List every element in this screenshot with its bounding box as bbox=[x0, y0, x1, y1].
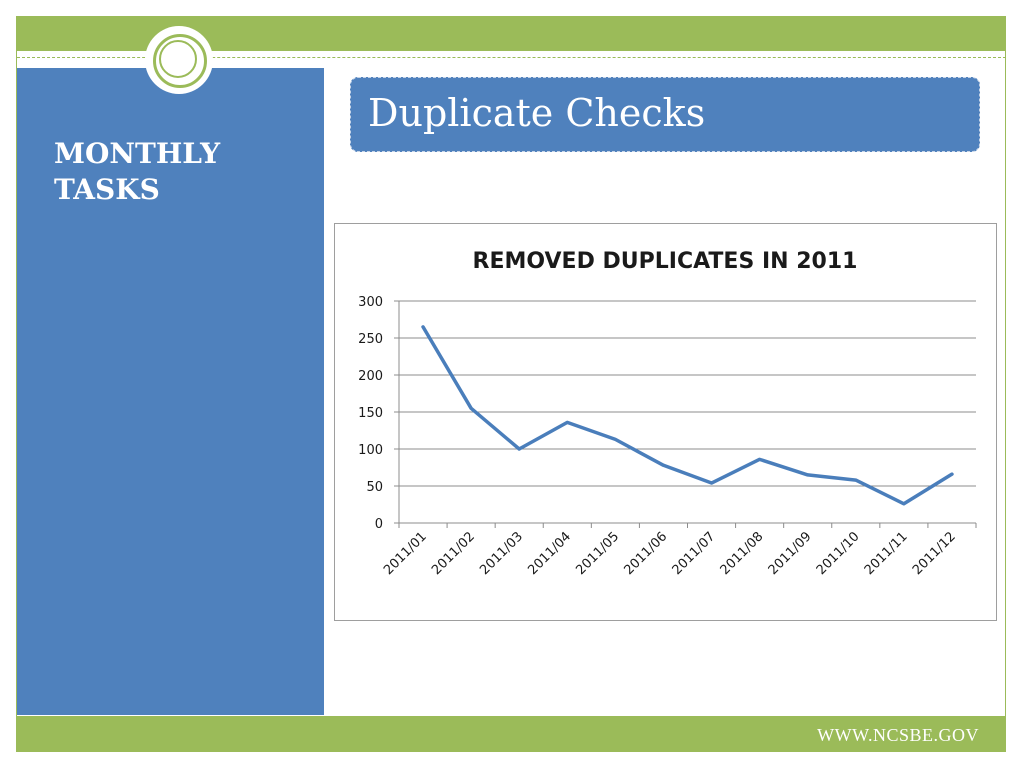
circle-ornament-inner bbox=[159, 40, 197, 78]
chart-container: REMOVED DUPLICATES IN 2011 0 50 100 150 200 2… bbox=[334, 223, 997, 621]
line-chart: REMOVED DUPLICATES IN 2011 0 50 100 150 200 2… bbox=[358, 249, 977, 578]
section-title: MONTHLY TASKS bbox=[54, 137, 221, 206]
title-box: Duplicate Checks bbox=[350, 77, 980, 152]
x-tick-label: 2011/09 bbox=[766, 529, 815, 578]
y-tick-label: 300 bbox=[358, 295, 383, 310]
x-tick-label: 2011/08 bbox=[718, 529, 767, 578]
y-tick-label: 250 bbox=[358, 332, 383, 347]
x-tick-label: 2011/10 bbox=[814, 529, 863, 578]
x-tick-label: 2011/03 bbox=[477, 529, 526, 578]
x-tick-label: 2011/01 bbox=[381, 529, 430, 578]
sidebar-panel bbox=[17, 68, 324, 715]
x-tick-label: 2011/02 bbox=[429, 529, 478, 578]
y-tick-label: 100 bbox=[358, 443, 383, 458]
chart-title: REMOVED DUPLICATES IN 2011 bbox=[473, 249, 858, 274]
bottom-banner bbox=[17, 716, 1006, 752]
y-tick-label: 50 bbox=[366, 480, 383, 495]
page-title: Duplicate Checks bbox=[368, 91, 706, 135]
x-tick-label: 2011/06 bbox=[621, 529, 670, 578]
x-tick-label: 2011/07 bbox=[670, 529, 719, 578]
y-tick-label: 0 bbox=[375, 517, 383, 532]
circle-ornament-ring bbox=[153, 34, 207, 88]
y-tick-label: 200 bbox=[358, 369, 383, 384]
x-tick-label: 2011/05 bbox=[573, 529, 622, 578]
x-tick-label: 2011/11 bbox=[862, 529, 911, 578]
x-tick-label: 2011/04 bbox=[525, 529, 574, 578]
x-tick-label: 2011/12 bbox=[910, 529, 959, 578]
dashed-divider bbox=[17, 57, 1006, 58]
footer-url: WWW.NCSBE.GOV bbox=[817, 725, 979, 745]
series-line bbox=[421, 325, 954, 506]
y-tick-label: 150 bbox=[358, 406, 383, 421]
